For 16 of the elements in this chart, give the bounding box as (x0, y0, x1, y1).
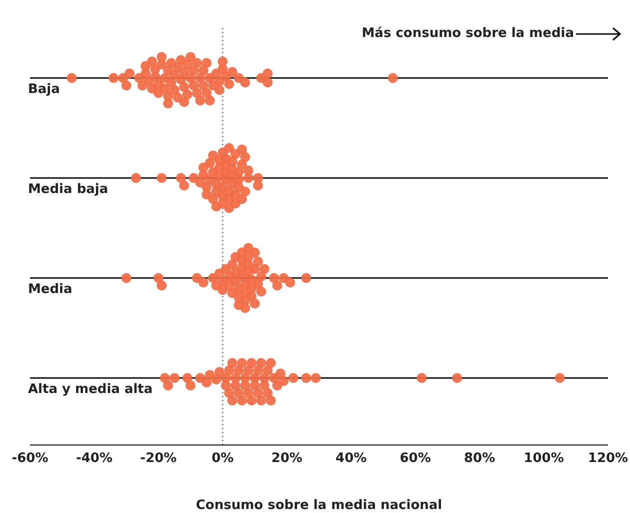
x-axis-title: Consumo sobre la media nacional (196, 498, 442, 513)
x-tick-label: 20% (271, 451, 302, 466)
x-tick-label: 60% (400, 451, 431, 466)
x-tick-label: 80% (464, 451, 496, 466)
x-tick-label: -20% (140, 451, 177, 466)
x-tick-label: 40% (336, 451, 367, 466)
y-tick-label: Alta y media alta (28, 382, 153, 398)
x-tick-label: 120% (588, 451, 628, 466)
x-tick-label: 100% (524, 451, 564, 466)
x-tick-label: 0% (212, 451, 234, 466)
x-tick-label: -60% (12, 451, 48, 466)
annotation: Más consumo sobre la media (362, 26, 574, 41)
y-tick-label: Baja (28, 82, 60, 98)
y-tick-label: Media baja (28, 182, 108, 198)
y-tick-label: Media (28, 282, 72, 298)
x-tick-label: -40% (76, 451, 112, 466)
